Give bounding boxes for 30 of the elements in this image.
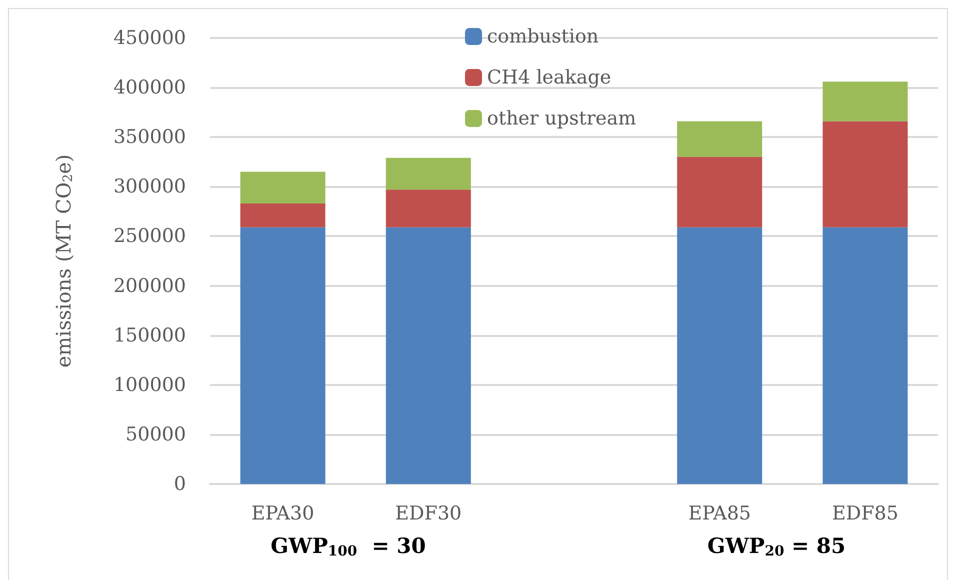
y-tick-label: 50000: [126, 423, 186, 446]
x-tick-label: EDF85: [832, 502, 898, 524]
bar: [677, 121, 762, 157]
y-tick-label: 0: [174, 473, 186, 495]
x-tick-label: EPA30: [251, 502, 314, 524]
legend-label: other upstream: [487, 108, 636, 130]
y-axis-title: emissions (MT CO2e): [52, 154, 76, 368]
bar: [240, 204, 326, 228]
bar: [386, 190, 471, 228]
bar: [677, 156, 762, 228]
y-tick-label: 200000: [113, 274, 186, 297]
bar: [386, 158, 471, 190]
bar: [822, 121, 908, 228]
bar: [240, 172, 326, 204]
y-tick-label: 100000: [113, 374, 186, 396]
y-tick-label: 350000: [113, 126, 186, 148]
y-tick-label: 250000: [113, 225, 186, 248]
legend-label: CH4 leakage: [487, 66, 612, 88]
y-tick-label: 150000: [113, 324, 186, 346]
bar: [822, 82, 908, 122]
y-tick-label: 300000: [113, 176, 186, 198]
y-tick-label: 400000: [113, 76, 186, 99]
x-tick-label: EPA85: [688, 502, 752, 524]
bar: [386, 227, 471, 484]
bar: [240, 227, 326, 484]
x-tick-label: EDF30: [395, 502, 462, 524]
bar: [822, 227, 908, 484]
legend-label: combustion: [487, 26, 599, 48]
y-tick-label: 450000: [113, 27, 186, 49]
bar: [677, 227, 762, 484]
